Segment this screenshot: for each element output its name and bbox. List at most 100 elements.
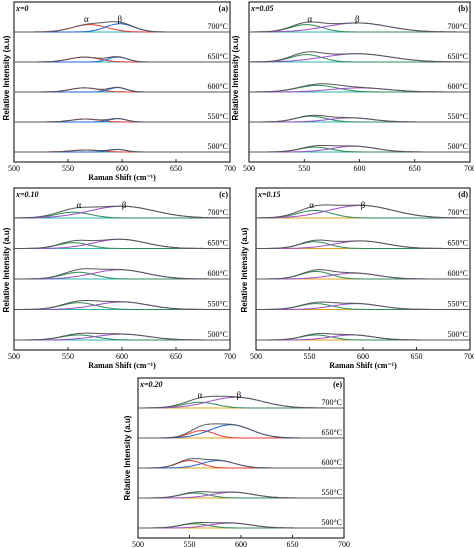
envelope-curve (249, 21, 470, 33)
envelope-curve (14, 56, 230, 63)
envelope-curve (138, 491, 344, 499)
temperature-label: 500°C (321, 518, 342, 527)
x-tick-label: 700 (464, 164, 474, 173)
x-tick-label: 650 (287, 540, 299, 548)
panel-letter: (e) (333, 380, 342, 389)
component-peak (249, 54, 470, 63)
temperature-label: 600°C (207, 82, 228, 91)
x-tick-label: 700 (224, 164, 236, 173)
envelope-curve (14, 300, 230, 310)
x-tick-label: 550 (62, 164, 74, 173)
x-tick-label: 500 (8, 352, 20, 361)
y-axis-title: Relative Intensity (a.u) (123, 415, 132, 500)
envelope-curve (248, 51, 470, 63)
panel-a: 500 550 600 650 700 Raman Shift (cm⁻¹) Relativ… (2, 1, 236, 182)
envelope-curve (249, 114, 470, 123)
temperature-label: 600°C (447, 82, 468, 91)
envelope-curve (256, 239, 470, 249)
x-tick-label: 700 (224, 352, 236, 361)
panel-c: 500 550 600 650 700 Raman Shift (cm⁻¹) Relativ… (2, 187, 236, 370)
panel-letter: (c) (219, 190, 228, 199)
phase-label: β (361, 200, 366, 210)
phase-label: β (355, 14, 360, 24)
x-tick-label: 600 (116, 164, 128, 173)
temperature-label: 600°C (321, 458, 342, 467)
temperature-label: 550°C (207, 300, 228, 309)
temperature-label: 550°C (447, 112, 468, 121)
phase-label: α (84, 14, 89, 24)
envelope-curve (249, 83, 470, 93)
envelope-curve (256, 301, 470, 310)
plot-frame (13, 1, 231, 163)
phase-label: β (118, 14, 123, 24)
phase-label: β (122, 200, 127, 210)
envelope-curve (249, 145, 470, 153)
temperature-label: 600°C (207, 269, 228, 278)
y-axis-title: Relative Intensity (a.u) (240, 227, 249, 312)
temperature-label: 550°C (321, 488, 342, 497)
phase-label: α (76, 200, 81, 210)
x-tick-label: 650 (170, 164, 182, 173)
x-tick-label: 500 (243, 164, 255, 173)
plot-frame (248, 1, 471, 163)
temperature-label: 500°C (207, 142, 228, 151)
component-peak (249, 24, 470, 33)
composition-label: x=0.05 (250, 4, 274, 13)
x-tick-label: 600 (116, 352, 128, 361)
panel-letter: (b) (458, 4, 468, 13)
plot-frame (255, 187, 471, 351)
envelope-curve (14, 238, 230, 249)
component-peak (256, 303, 470, 310)
temperature-label: 700°C (447, 208, 468, 217)
component-peak (14, 242, 230, 249)
envelope-curve (14, 268, 230, 280)
component-peak (249, 53, 470, 63)
component-peak (249, 84, 470, 93)
composition-label: x=0.15 (257, 190, 281, 199)
panel-letter: (a) (219, 4, 229, 13)
x-axis-title: Raman Shift (cm⁻¹) (329, 361, 397, 370)
envelope-curve (138, 423, 344, 439)
temperature-label: 500°C (207, 330, 228, 339)
x-tick-label: 650 (411, 352, 423, 361)
temperature-label: 500°C (447, 142, 468, 151)
x-tick-label: 650 (409, 164, 421, 173)
temperature-label: 600°C (447, 269, 468, 278)
phase-label: α (307, 14, 312, 24)
phase-label: β (237, 390, 242, 400)
envelope-curve (256, 333, 470, 341)
temperature-label: 650°C (207, 239, 228, 248)
plot-frame (137, 377, 345, 539)
temperature-label: 650°C (321, 428, 342, 437)
plot-frame (13, 187, 231, 351)
temperature-label: 550°C (207, 112, 228, 121)
composition-label: x=0 (15, 4, 29, 13)
envelope-curve (14, 86, 230, 93)
envelope-curve (14, 148, 230, 153)
temperature-label: 650°C (447, 239, 468, 248)
temperature-label: 700°C (447, 22, 468, 31)
envelope-curve (256, 204, 470, 219)
envelope-curve (14, 205, 231, 219)
component-peak (14, 56, 230, 63)
component-peak (14, 24, 230, 33)
envelope-curve (14, 118, 230, 123)
y-axis-title: Relative Intensity (a.u) (2, 35, 11, 120)
x-tick-label: 700 (338, 540, 350, 548)
y-axis-title: Relative Intensity (a.u) (2, 227, 11, 312)
temperature-label: 650°C (207, 52, 228, 61)
envelope-curve (138, 522, 344, 529)
x-tick-label: 550 (298, 164, 310, 173)
envelope-curve (138, 458, 344, 469)
x-tick-label: 600 (235, 540, 247, 548)
x-tick-label: 550 (304, 352, 316, 361)
panel-d: 500 550 600 650 700 Raman Shift (cm⁻¹) Relativ… (240, 187, 474, 370)
temperature-label: 700°C (207, 22, 228, 31)
composition-label: x=0.20 (139, 380, 163, 389)
temperature-label: 500°C (447, 330, 468, 339)
envelope-curve (14, 332, 230, 341)
component-peak (138, 460, 344, 469)
envelope-curve (256, 269, 470, 280)
